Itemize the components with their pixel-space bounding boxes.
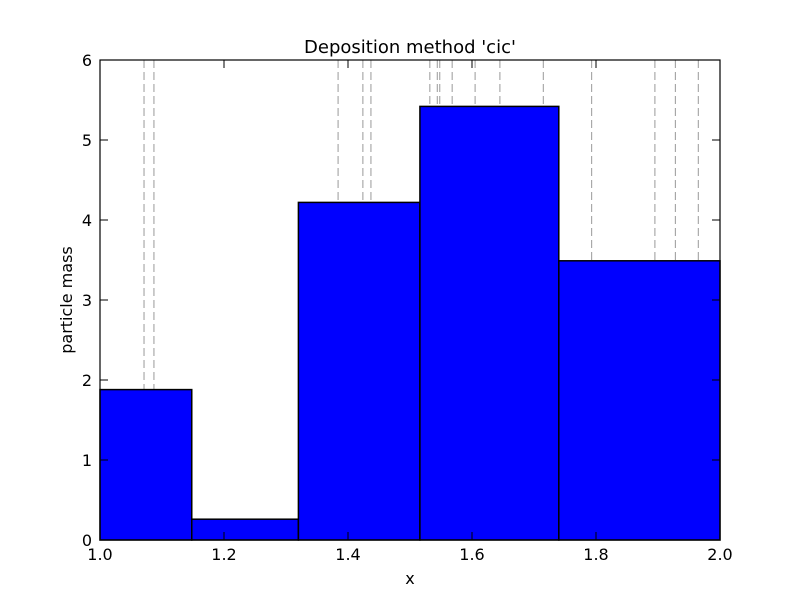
y-axis-label: particle mass <box>57 246 76 354</box>
histogram-bar <box>191 518 300 541</box>
chart-title: Deposition method 'cic' <box>304 37 516 58</box>
histogram-bar <box>99 388 193 541</box>
plot-area: 1.0 1.2 1.4 1.6 1.8 2.0 0 1 2 3 4 5 6 <box>82 51 733 564</box>
x-tick-label: 1.8 <box>583 545 608 564</box>
x-tick-label: 2.0 <box>707 545 732 564</box>
x-tick-label: 1.6 <box>459 545 484 564</box>
x-tick-label: 1.0 <box>87 545 112 564</box>
y-tick-label: 3 <box>82 291 92 310</box>
x-tick-label: 1.4 <box>335 545 360 564</box>
y-tick-label: 4 <box>82 211 92 230</box>
histogram-bar <box>419 105 560 541</box>
y-tick-label: 0 <box>82 531 92 550</box>
y-tick-label: 5 <box>82 131 92 150</box>
histogram-bar <box>297 201 421 541</box>
y-tick-label: 1 <box>82 451 92 470</box>
x-tick-label: 1.2 <box>211 545 236 564</box>
y-tick-label: 2 <box>82 371 92 390</box>
histogram-bar <box>558 260 721 541</box>
x-axis-label: x <box>405 569 414 588</box>
y-tick-label: 6 <box>82 51 92 70</box>
